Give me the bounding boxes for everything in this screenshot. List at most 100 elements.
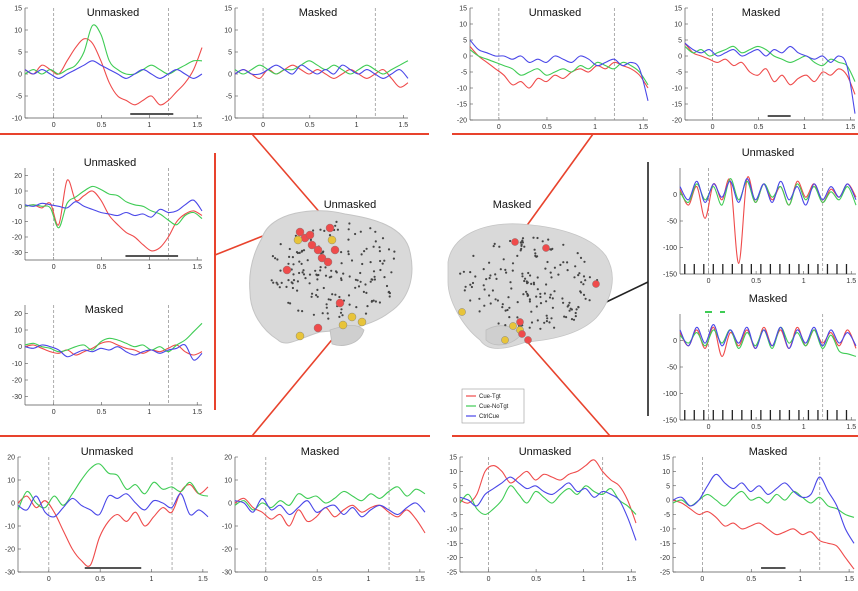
- electrode-dot: [374, 240, 377, 243]
- electrode-dot: [340, 308, 343, 311]
- x-tick-label: 1: [593, 124, 597, 131]
- electrode-dot: [319, 266, 322, 269]
- electrode-dot: [535, 305, 538, 308]
- y-tick-label: 15: [14, 6, 22, 13]
- electrode-dot: [521, 272, 524, 275]
- electrode-dot: [496, 299, 499, 302]
- electrode-dot: [520, 243, 523, 246]
- electrode-dot: [485, 278, 488, 281]
- electrode-dot: [566, 269, 569, 272]
- legend-label-cue-tgt: Cue-Tgt: [479, 394, 501, 400]
- y-tick-label: 10: [662, 469, 670, 476]
- y-tick-label: -10: [672, 86, 682, 93]
- y-tick-label: -100: [663, 245, 677, 252]
- panel-p4: -20 -15 -10 -5 0 5 10 15 0 0.5 1 1.5 Masked: [672, 6, 856, 131]
- series-line-ctrlcue: [459, 476, 637, 541]
- electrode-dot: [509, 239, 512, 243]
- electrode-dot: [311, 292, 314, 295]
- electrode-dot: [362, 290, 365, 293]
- electrode-dot: [370, 299, 374, 303]
- electrode-dot: [462, 270, 465, 273]
- electrode-dot: [488, 277, 491, 280]
- y-tick-label: -20: [5, 547, 15, 554]
- y-tick-label: -10: [12, 116, 22, 123]
- panel-title: Unmasked: [87, 7, 140, 19]
- x-tick-label: 1: [147, 409, 151, 416]
- x-tick-label: 0.5: [97, 409, 107, 416]
- electrode-dot: [516, 316, 519, 319]
- electrode-highlight: [317, 253, 327, 263]
- electrode-dot: [392, 257, 395, 260]
- connector-diag-4: [514, 133, 594, 243]
- electrode-dot: [561, 297, 564, 300]
- y-tick-label: 10: [449, 469, 457, 476]
- brain-label-left: Unmasked: [324, 199, 377, 211]
- electrode-highlight: [542, 244, 550, 252]
- electrode-dot: [495, 277, 498, 280]
- electrode-dot: [491, 289, 494, 292]
- electrode-dot: [348, 303, 351, 306]
- electrode-dot: [553, 290, 556, 293]
- electrode-highlight: [338, 320, 348, 330]
- electrode-dot: [340, 262, 343, 265]
- electrode-dot: [572, 318, 576, 321]
- y-tick-label: 15: [662, 455, 670, 462]
- electrode-dot: [549, 271, 552, 274]
- electrode-dot: [359, 271, 362, 275]
- electrode-dot: [580, 281, 583, 284]
- electrode-dot: [578, 272, 581, 275]
- electrode-dot: [270, 279, 273, 282]
- y-tick-label: -150: [663, 418, 677, 425]
- x-tick-label: 0.5: [97, 264, 107, 271]
- electrode-dot: [312, 229, 315, 232]
- electrode-dot: [372, 245, 375, 248]
- panel-p9: -30 -20 -10 0 10 20 0 0.5 1 1.5 Unmasked: [5, 446, 209, 583]
- connector-diag-5: [522, 336, 611, 437]
- x-tick-label: 0.5: [754, 124, 764, 131]
- electrode-dot: [535, 295, 538, 298]
- electrode-dot: [464, 285, 467, 288]
- electrode-highlight: [347, 312, 357, 322]
- electrode-dot: [326, 312, 329, 315]
- electrode-dot: [501, 303, 504, 306]
- series-line-cue-tgt: [459, 459, 637, 524]
- electrode-dot: [539, 295, 542, 299]
- panel-title: Masked: [299, 7, 338, 19]
- x-tick-label: 0.5: [305, 122, 315, 129]
- electrode-dot: [478, 297, 481, 300]
- electrode-dot: [369, 280, 372, 283]
- y-tick-label: -10: [222, 524, 232, 531]
- y-tick-label: 0: [453, 498, 457, 505]
- electrode-dot: [275, 281, 278, 284]
- right-brain: [447, 223, 613, 349]
- electrode-dot: [342, 272, 345, 275]
- electrode-dot: [551, 297, 554, 300]
- electrode-dot: [528, 300, 532, 303]
- electrode-dot: [511, 269, 514, 272]
- electrode-dot: [357, 285, 361, 288]
- electrode-dot: [291, 282, 294, 285]
- x-tick-label: 0: [52, 122, 56, 129]
- series-line-cue-tgt: [469, 46, 649, 89]
- electrode-dot: [553, 266, 557, 269]
- electrode-dot: [297, 309, 300, 312]
- electrode-dot: [543, 321, 546, 324]
- y-tick-label: -10: [457, 86, 467, 93]
- electrode-dot: [287, 301, 290, 304]
- y-tick-label: -15: [672, 102, 682, 109]
- y-tick-label: -20: [12, 378, 22, 385]
- series-line-ctrlcue: [679, 324, 857, 349]
- electrode-dot: [508, 316, 511, 319]
- x-tick-label: 1.5: [198, 576, 208, 583]
- electrode-dot: [383, 276, 386, 279]
- electrode-dot: [539, 327, 542, 330]
- y-tick-label: -15: [660, 541, 670, 548]
- electrode-dot: [271, 255, 274, 258]
- electrode-dot: [516, 301, 519, 304]
- electrode-dot: [504, 309, 507, 312]
- electrode-dot: [547, 238, 550, 241]
- y-tick-label: 10: [14, 328, 22, 335]
- electrode-dot: [509, 281, 512, 284]
- electrode-dot: [341, 314, 344, 317]
